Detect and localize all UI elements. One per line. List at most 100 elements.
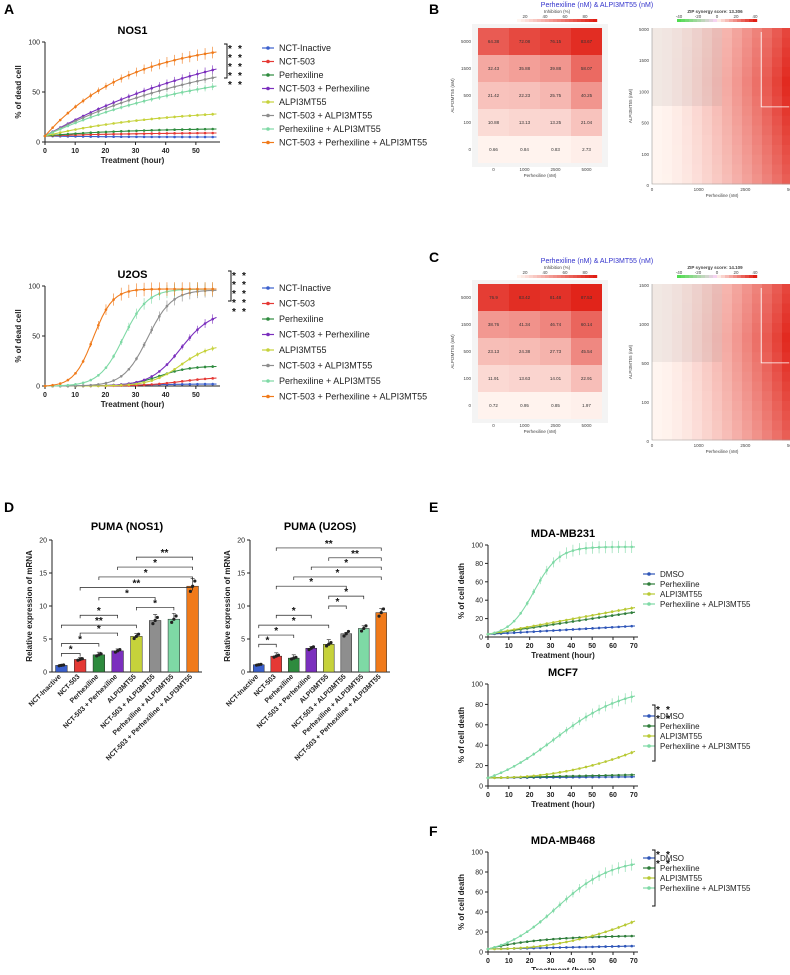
data-point <box>119 106 123 109</box>
zip-surface-cell <box>742 381 753 392</box>
zip-surface-cell <box>682 37 693 48</box>
data-point <box>135 135 138 139</box>
zip-y-tick: 100 <box>641 400 649 405</box>
zip-surface-cell <box>662 293 673 304</box>
zip-surface-cell <box>752 125 763 136</box>
zip-surface-cell <box>682 410 693 421</box>
zip-surface-cell <box>772 420 783 431</box>
data-point <box>135 288 138 292</box>
zip-surface-cell <box>722 96 733 107</box>
data-point <box>532 590 536 594</box>
zip-surface-cell <box>752 37 763 48</box>
zip-legend-cell <box>701 19 706 22</box>
data-point <box>196 113 199 117</box>
data-point <box>584 715 588 719</box>
data-point <box>617 926 620 929</box>
replicate-dot <box>346 629 351 634</box>
zip-surface-cell <box>662 313 673 324</box>
data-point <box>97 131 100 134</box>
data-point <box>158 84 161 87</box>
data-point <box>81 384 85 387</box>
zip-surface-cell <box>682 332 693 343</box>
legend-label: NCT-503 <box>279 57 315 67</box>
legend-gradient-cell <box>541 19 546 22</box>
significance-star: * <box>232 289 236 300</box>
bar <box>149 620 162 673</box>
zip-surface-cell <box>742 115 753 126</box>
zip-legend-cell <box>741 275 746 278</box>
zip-surface-cell <box>732 115 743 126</box>
heatmap-x-tick: 1000 <box>519 167 530 172</box>
zip-surface-cell <box>662 57 673 68</box>
zip-x-tick: 0 <box>651 187 654 192</box>
data-point <box>512 631 516 635</box>
bar <box>305 647 317 673</box>
legend-gradient-cell <box>545 19 550 22</box>
zip-axes <box>651 28 790 185</box>
replicate-dot <box>324 644 329 648</box>
replicate-dot <box>151 622 155 626</box>
heatmap-value: 87.53 <box>581 295 593 300</box>
zip-surface-cell <box>682 96 693 107</box>
zip-surface-cell <box>662 28 673 39</box>
data-point <box>538 944 542 948</box>
data-point <box>203 78 207 81</box>
zip-surface-cell <box>652 323 663 334</box>
zip-surface-cell <box>672 106 683 117</box>
data-point <box>617 945 620 948</box>
zip-surface-cell <box>752 362 763 373</box>
data-point <box>558 619 562 623</box>
series-line-1 <box>487 611 636 635</box>
legend-gradient-cell <box>561 19 566 22</box>
zip-surface-cell <box>712 313 723 324</box>
zip-surface-cell <box>782 96 790 107</box>
data-point <box>104 308 108 311</box>
zip-surface-cell <box>692 381 703 392</box>
y-tick-label: 50 <box>32 334 40 341</box>
data-point <box>97 133 100 136</box>
data-point <box>591 627 594 630</box>
y-axis-label: % of cell death <box>457 563 466 619</box>
data-point <box>58 131 62 134</box>
zip-surface-cell <box>692 313 703 324</box>
heatmap-value: 22.23 <box>519 93 531 98</box>
data-point <box>486 947 490 951</box>
heatmap-x-tick: 5000 <box>581 423 592 428</box>
data-point <box>558 941 562 945</box>
zip-surface-cell <box>702 391 713 402</box>
x-tick-label: 10 <box>71 392 79 399</box>
zip-surface-cell <box>782 391 790 402</box>
data-point <box>519 611 522 615</box>
data-point <box>499 629 503 632</box>
heatmap-cell <box>571 136 602 163</box>
data-point <box>150 117 154 121</box>
y-tick-label: 60 <box>475 890 483 897</box>
bar <box>358 628 370 673</box>
data-point <box>74 128 77 131</box>
data-point <box>112 298 115 301</box>
legend-gradient-cell <box>529 275 534 278</box>
zip-surface-cell <box>762 86 773 97</box>
heatmap-value: 13.25 <box>550 120 562 125</box>
zip-surface-cell <box>682 381 693 392</box>
y-tick-label: 0 <box>479 950 483 957</box>
legend-tick: 80 <box>582 14 588 19</box>
significance-label: * <box>78 635 82 646</box>
legend-label: ALPI3MT55 <box>279 97 327 107</box>
zip-surface-cell <box>652 106 663 117</box>
heatmap-cell <box>478 284 509 311</box>
zip-y-tick: 1500 <box>639 58 650 63</box>
zip-surface-cell <box>752 47 763 58</box>
zip-legend-cell <box>737 19 742 22</box>
data-point <box>158 116 161 120</box>
data-point <box>211 365 214 368</box>
significance-star: * <box>242 307 246 318</box>
zip-surface-cell <box>672 28 683 39</box>
legend-label: Perhexiline + ALPI3MT55 <box>660 742 751 751</box>
significance-star: * <box>242 280 246 291</box>
data-point <box>203 365 207 369</box>
zip-surface-cell <box>782 293 790 304</box>
zip-surface-cell <box>712 164 723 175</box>
zip-surface-cell <box>712 174 723 185</box>
data-point <box>519 934 522 938</box>
